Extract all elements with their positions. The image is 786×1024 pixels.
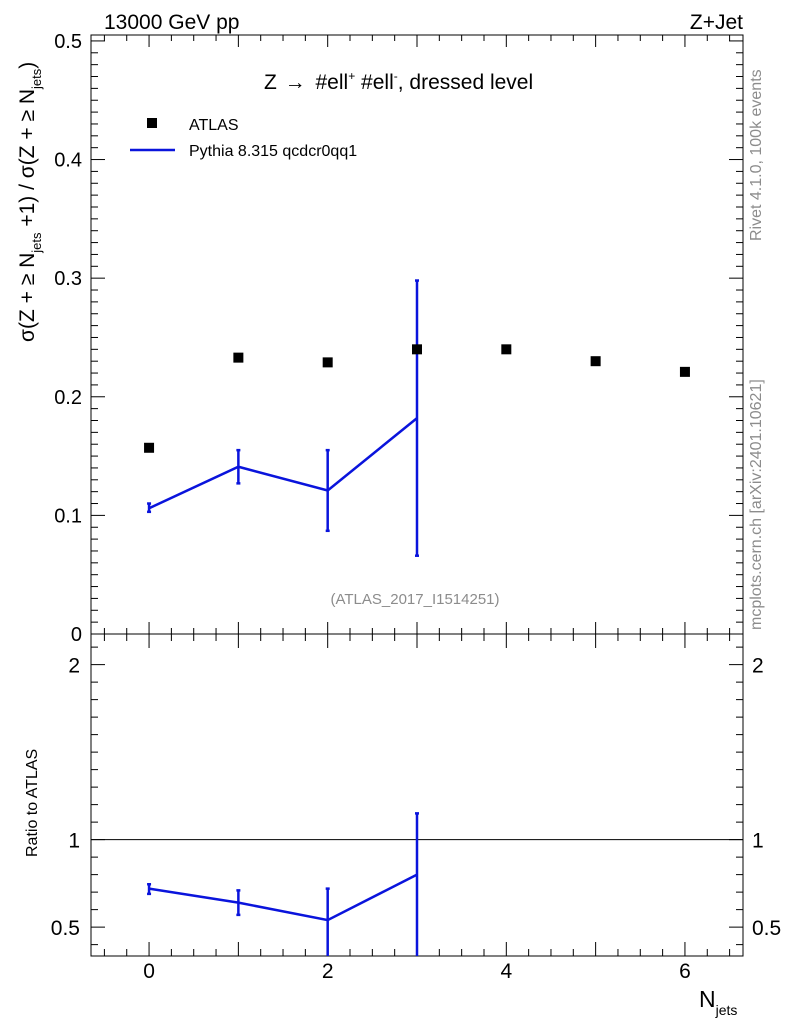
ratio-y-tick-labels-right: 0.5 1 2 xyxy=(752,655,781,941)
ratio-y-tick-label-right: 1 xyxy=(752,830,764,853)
main-data-point xyxy=(590,356,601,367)
main-y-tick-label: 0 xyxy=(71,624,82,646)
x-tick-label: 0 xyxy=(143,960,155,983)
ratio-y-tick-label-right: 2 xyxy=(752,655,764,678)
analysis-label: (ATLAS_2017_I1514251) xyxy=(330,591,499,608)
main-y-tick-labels: 0 0.1 0.2 0.3 0.4 0.5 xyxy=(54,31,82,646)
ratio-y-tick-labels-left: 0.5 1 2 xyxy=(51,655,80,941)
main-axis-ticks xyxy=(91,35,743,635)
main-data-point xyxy=(144,442,155,453)
main-data-point xyxy=(233,352,244,363)
ratio-axis-ticks xyxy=(91,634,743,956)
main-data-point xyxy=(501,344,512,355)
legend-atlas-label: ATLAS xyxy=(189,117,239,134)
main-mc-line xyxy=(148,417,418,510)
main-y-tick-label: 0.4 xyxy=(54,150,82,172)
ratio-y-tick-label-left: 2 xyxy=(68,655,80,678)
legend: ATLAS Pythia 8.315 qcdcr0qq1 xyxy=(130,117,357,160)
legend-pythia-label: Pythia 8.315 qcdcr0qq1 xyxy=(189,143,357,160)
main-data-point xyxy=(679,366,690,377)
energy-label: 13000 GeV pp xyxy=(104,11,239,34)
main-y-tick-label: 0.1 xyxy=(54,505,82,527)
ratio-y-tick-label-right: 0.5 xyxy=(752,917,781,940)
x-axis-title: Njets xyxy=(699,986,737,1018)
main-y-tick-label: 0.5 xyxy=(54,31,82,53)
ratio-mc-series xyxy=(147,812,419,956)
main-data-series xyxy=(144,344,690,453)
legend-atlas-marker xyxy=(147,118,157,128)
plot-title: Z → #ell+ #ell-, dressed level xyxy=(264,69,533,94)
main-panel: 0 0.1 0.2 0.3 0.4 0.5 Z → #ell+ #ell-, dresse… xyxy=(16,31,744,646)
mcplots-label: mcplots.cern.ch [arXiv:2401.10621] xyxy=(748,379,765,630)
rivet-label: Rivet 4.1.0, 100k events xyxy=(748,69,765,241)
x-tick-label: 6 xyxy=(679,960,691,983)
main-y-tick-label: 0.3 xyxy=(54,268,82,290)
main-y-axis-title: σ(Z + ≥ Njets +1) / σ(Z + ≥ Njets) xyxy=(16,62,44,342)
ratio-y-tick-label-left: 1 xyxy=(68,830,80,853)
ratio-y-axis-title: Ratio to ATLAS xyxy=(24,749,41,857)
main-data-point xyxy=(322,357,333,368)
x-tick-label: 4 xyxy=(500,960,512,983)
x-tick-labels: 0 2 4 6 xyxy=(143,960,691,983)
main-data-point xyxy=(412,344,422,355)
main-y-tick-label: 0.2 xyxy=(54,387,82,409)
x-tick-label: 2 xyxy=(322,960,334,983)
ratio-mc-line xyxy=(148,873,418,922)
main-mc-series xyxy=(147,279,419,557)
ratio-panel: 0.5 1 2 0.5 1 2 0 2 4 6 Ratio to ATLAS Njets xyxy=(24,633,781,1018)
ratio-y-tick-label-left: 0.5 xyxy=(51,917,80,940)
process-label: Z+Jet xyxy=(690,11,743,34)
